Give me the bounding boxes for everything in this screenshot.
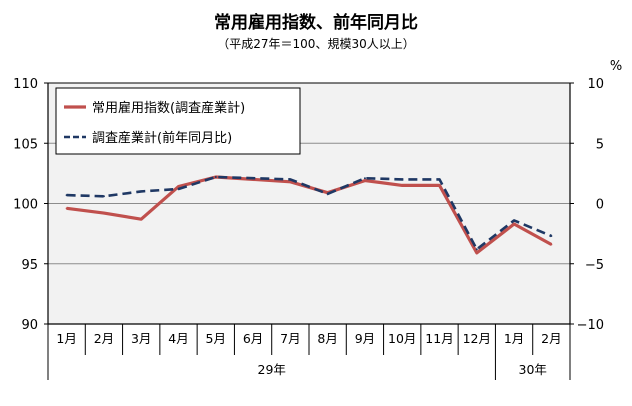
data-point-1 [177,185,180,188]
right-tick-label: 10 [587,77,604,92]
data-point-2 [140,190,143,193]
series-line-2 [66,175,552,251]
data-point-2 [177,188,180,191]
data-point-2 [363,177,366,180]
legend-box [55,87,301,155]
left-tick-label: 95 [21,258,38,273]
data-point-2 [252,177,255,180]
right-tick-label: −10 [577,318,604,333]
year-label: 30年 [519,362,547,377]
left-tick-label: 105 [13,137,38,152]
data-point-2 [214,175,217,178]
data-point-2 [475,248,478,251]
data-point-1 [363,179,366,182]
data-point-1 [289,180,292,183]
x-tick-label: 4月 [168,331,188,346]
data-point-2 [65,194,68,197]
data-point-1 [438,184,441,187]
x-tick-label: 10月 [388,331,416,346]
data-point-1 [140,218,143,221]
x-tick-label: 1月 [56,331,76,346]
data-point-2 [513,219,516,222]
data-point-1 [550,243,553,246]
left-tick-label: 110 [13,77,38,92]
chart-subtitle: （平成27年＝100、規模30人以上） [217,37,415,51]
data-point-2 [326,192,329,195]
data-point-1 [513,222,516,225]
legend-label: 調査産業計(前年同月比) [92,130,232,146]
data-point-1 [475,251,478,254]
right-tick-label: −5 [585,258,604,273]
x-tick-label: 7月 [280,331,300,346]
data-point-1 [65,207,68,210]
data-point-2 [102,195,105,198]
data-point-1 [102,212,105,215]
data-point-2 [438,178,441,181]
right-tick-label: 5 [596,137,604,152]
data-point-1 [401,184,404,187]
right-axis-unit: % [610,59,622,74]
x-tick-label: 3月 [131,331,151,346]
legend-label: 常用雇用指数(調査産業計) [92,100,245,116]
x-tick-label: 6月 [243,331,263,346]
data-point-2 [289,178,292,181]
x-tick-label: 1月 [504,331,524,346]
x-tick-label: 2月 [94,331,114,346]
data-point-2 [401,178,404,181]
data-point-2 [550,235,553,238]
chart-title: 常用雇用指数、前年同月比 [214,13,418,33]
x-tick-label: 9月 [355,331,375,346]
x-tick-label: 11月 [425,331,453,346]
right-tick-label: 0 [596,198,604,213]
left-tick-label: 100 [13,198,38,213]
x-tick-label: 5月 [206,331,226,346]
x-tick-label: 2月 [541,331,561,346]
left-tick-label: 90 [21,318,38,333]
x-tick-label: 12月 [463,331,491,346]
year-label: 29年 [258,362,286,377]
x-tick-label: 8月 [317,331,337,346]
